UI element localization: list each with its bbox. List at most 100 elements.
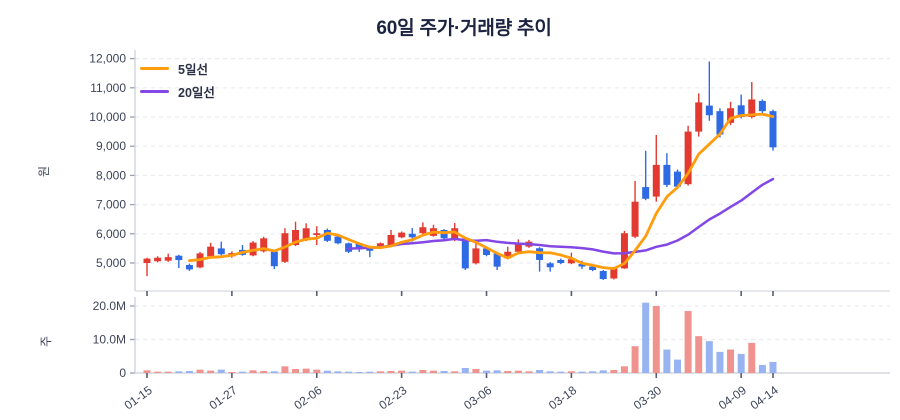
volume-bar xyxy=(345,371,353,373)
volume-bar xyxy=(260,370,268,373)
candle-down xyxy=(355,243,363,250)
volume-bar xyxy=(631,346,639,373)
volume-bar xyxy=(334,371,342,373)
volume-bar xyxy=(620,366,628,373)
candle-up xyxy=(610,268,618,279)
volume-bar xyxy=(663,349,671,373)
candle-up xyxy=(260,238,268,252)
candle-up xyxy=(631,201,639,237)
volume-bar xyxy=(366,371,374,373)
candle-up xyxy=(313,233,321,235)
volume-bar xyxy=(769,361,777,373)
x-axis-date-label: 03-18 xyxy=(546,383,579,413)
candle-up xyxy=(451,228,459,240)
volume-bar xyxy=(196,369,204,373)
volume-bar xyxy=(610,369,618,373)
volume-bar xyxy=(483,370,491,373)
volume-bar xyxy=(514,370,522,373)
price-tick-label: 8,000 xyxy=(96,168,126,182)
ma5-line-swatch-icon xyxy=(140,67,169,70)
candle-down xyxy=(323,230,331,241)
ma20-line xyxy=(347,177,775,255)
legend-label-ma20: 20일선 xyxy=(178,86,215,100)
candle-down xyxy=(599,271,607,280)
volume-bar xyxy=(716,351,724,373)
volume-bar xyxy=(567,371,575,373)
volume-bar xyxy=(737,353,745,373)
x-axis-date-label: 01-15 xyxy=(122,383,155,413)
volume-bar xyxy=(398,370,406,373)
candle-up xyxy=(620,233,628,269)
volume-bar xyxy=(313,369,321,373)
x-axis-date-label: 04-14 xyxy=(748,383,781,413)
candle-up xyxy=(748,99,756,117)
volume-bar xyxy=(652,306,660,373)
volume-bar xyxy=(143,370,151,373)
volume-bar xyxy=(758,364,766,373)
volume-bar xyxy=(408,371,416,373)
candle-up xyxy=(419,227,427,234)
price-tick-label: 6,000 xyxy=(96,227,126,241)
legend-item-ma5[interactable]: 5일선 xyxy=(140,57,215,80)
candle-up xyxy=(652,164,660,197)
candle-down xyxy=(758,100,766,112)
legend-item-ma20[interactable]: 20일선 xyxy=(140,80,215,103)
candle-up xyxy=(376,243,384,247)
price-tick-label: 11,000 xyxy=(90,81,126,95)
volume-axis-unit-label: 주 xyxy=(39,335,54,348)
volume-bar xyxy=(429,370,437,373)
volume-tick-label: 0 xyxy=(119,366,126,380)
candle-up xyxy=(472,248,480,264)
price-tick-label: 12,000 xyxy=(89,52,126,66)
candle-up xyxy=(292,230,300,246)
candle-up xyxy=(154,257,162,262)
volume-bar xyxy=(525,371,533,373)
volume-bar xyxy=(546,371,554,373)
volume-bar xyxy=(207,370,215,373)
x-axis-date-label: 01-27 xyxy=(207,383,240,413)
volume-tick-label: 20.0M xyxy=(93,299,126,313)
volume-bar xyxy=(642,302,650,373)
candle-up xyxy=(504,251,512,259)
candle-down xyxy=(716,111,724,135)
volume-bar xyxy=(536,369,544,373)
chart-legend: 5일선 20일선 xyxy=(140,57,215,103)
candle-down xyxy=(461,238,469,269)
price-tick-label: 9,000 xyxy=(96,139,126,153)
candle-down xyxy=(769,111,777,148)
volume-bar xyxy=(504,370,512,373)
candle-down xyxy=(546,263,554,268)
candle-down xyxy=(483,248,491,255)
ma20-line-swatch-icon xyxy=(140,90,169,93)
volume-bar xyxy=(461,367,469,373)
volume-bar xyxy=(228,371,236,373)
volume-bar xyxy=(185,370,193,373)
candle-down xyxy=(175,255,183,261)
candle-up xyxy=(143,258,151,263)
volume-bar xyxy=(302,368,310,373)
x-axis-date-label: 04-09 xyxy=(716,383,749,413)
candle-down xyxy=(642,187,650,199)
candle-down xyxy=(334,236,342,244)
candle-down xyxy=(440,230,448,239)
candle-up xyxy=(695,102,703,132)
candle-up xyxy=(207,246,215,257)
volume-bar xyxy=(419,369,427,373)
x-axis-date-label: 02-06 xyxy=(291,383,324,413)
volume-bar xyxy=(154,371,162,373)
x-axis-date-label: 03-06 xyxy=(461,383,494,413)
volume-bar xyxy=(589,371,597,373)
volume-bar xyxy=(164,371,172,373)
volume-bar xyxy=(599,370,607,373)
volume-bar xyxy=(684,311,692,373)
legend-label-ma5: 5일선 xyxy=(178,63,208,77)
candle-down xyxy=(557,259,565,263)
volume-bar xyxy=(695,336,703,373)
candle-down xyxy=(737,105,745,117)
volume-bar xyxy=(292,368,300,373)
candle-up xyxy=(684,131,692,185)
volume-bar xyxy=(472,368,480,373)
candle-up xyxy=(514,243,522,252)
